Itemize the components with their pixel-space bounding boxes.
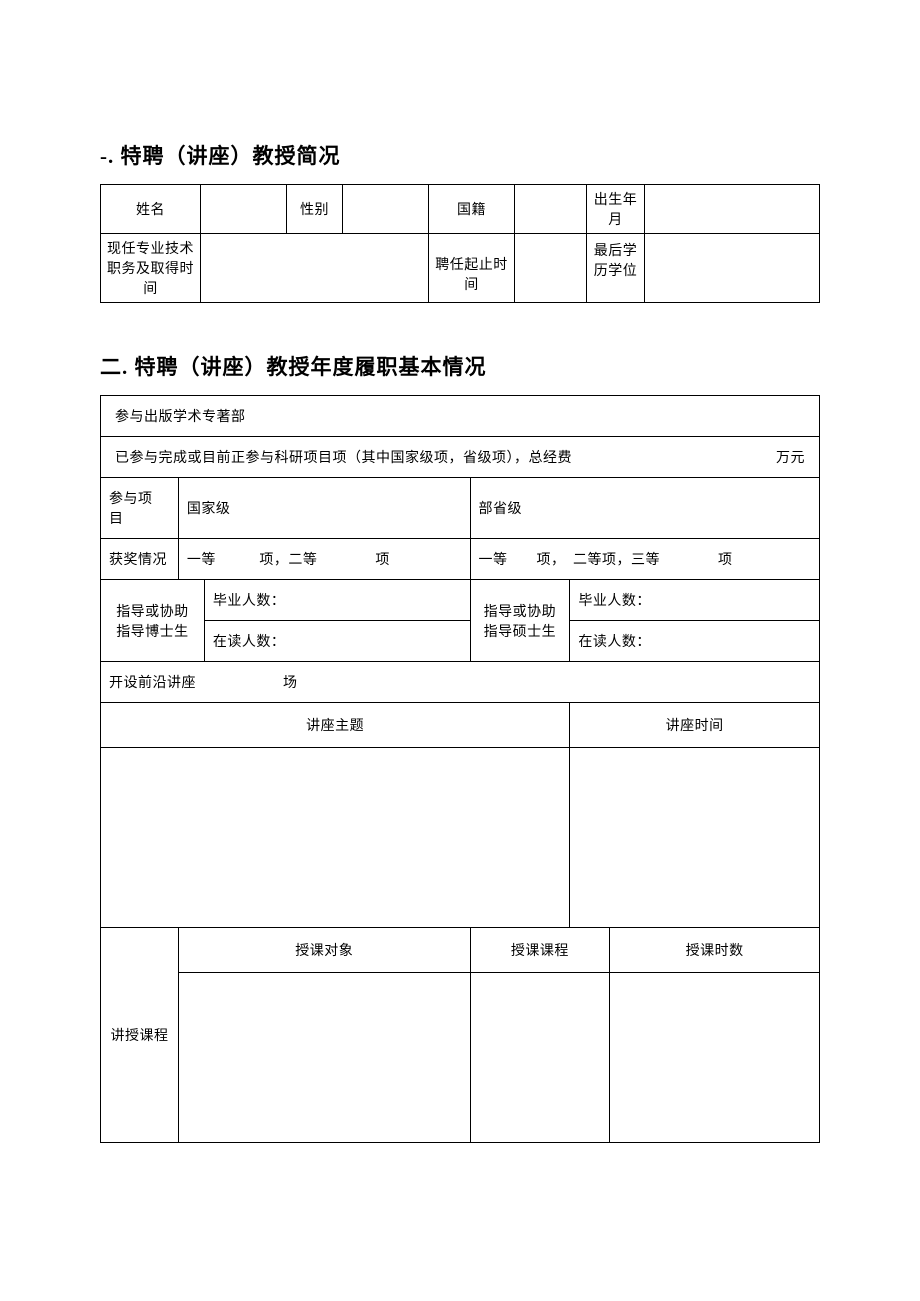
teach-target-body [178, 973, 470, 1143]
lecture-time-body [570, 748, 820, 928]
label-appoint-period: 聘任起止时间 [429, 234, 515, 303]
section2-title: 二. 特聘（讲座）教授年度履职基本情况 [100, 351, 820, 381]
hdr-teach-course-name: 授课课程 [470, 928, 610, 973]
label-national-level: 国家级 [178, 478, 470, 539]
label-nationality: 国籍 [429, 185, 515, 234]
label-teach-course: 讲授课程 [101, 928, 179, 1143]
hdr-teach-target: 授课对象 [178, 928, 470, 973]
value-name [201, 185, 287, 234]
lecture-topic-body [101, 748, 570, 928]
label-gender: 性别 [287, 185, 343, 234]
value-nationality [515, 185, 587, 234]
hdr-teach-hours: 授课时数 [610, 928, 820, 973]
teach-hours-body [610, 973, 820, 1143]
label-ministerial-level: 部省级 [470, 478, 820, 539]
row-projects: 已参与完成或目前正参与科研项目项（其中国家级项，省级项），总经费 万元 [101, 437, 820, 478]
label-master-enroll-count: 在读人数： [570, 621, 820, 662]
label-phd-grad-count: 毕业人数： [204, 580, 470, 621]
label-guide-phd: 指导或协助指导博士生 [101, 580, 205, 662]
value-current-title [201, 234, 429, 303]
value-ministerial-awards: 一等 项， 二等项，三等 项 [470, 539, 820, 580]
profile-table: 姓名 性别 国籍 出生年月 现任专业技术职务及取得时间 聘任起止时间 最后学历学… [100, 184, 820, 303]
value-final-degree [645, 234, 820, 303]
label-name: 姓名 [101, 185, 201, 234]
label-master-grad-count: 毕业人数： [570, 580, 820, 621]
label-birth: 出生年月 [587, 185, 645, 234]
value-appoint-period [515, 234, 587, 303]
value-gender [343, 185, 429, 234]
value-birth [645, 185, 820, 234]
row-publication: 参与出版学术专著部 [101, 396, 820, 437]
label-current-title: 现任专业技术职务及取得时间 [101, 234, 201, 303]
section1-title: -. 特聘（讲座）教授简况 [100, 140, 820, 170]
label-phd-enroll-count: 在读人数： [204, 621, 470, 662]
label-final-degree: 最后学历学位 [587, 234, 645, 303]
label-guide-master: 指导或协助指导硕士生 [470, 580, 570, 662]
hdr-lecture-time: 讲座时间 [570, 703, 820, 748]
value-national-awards: 一等 项，二等 项 [178, 539, 470, 580]
label-award-status: 获奖情况 [101, 539, 179, 580]
projects-unit-text: 万元 [776, 447, 805, 467]
teach-course-body [470, 973, 610, 1143]
projects-prefix-text: 已参与完成或目前正参与科研项目项（其中国家级项，省级项），总经费 [115, 451, 572, 466]
hdr-lecture-topic: 讲座主题 [101, 703, 570, 748]
label-participate-project: 参与项 目 [101, 478, 179, 539]
row-lecture-open: 开设前沿讲座 场 [101, 662, 820, 703]
performance-table: 参与出版学术专著部 已参与完成或目前正参与科研项目项（其中国家级项，省级项），总… [100, 395, 820, 1143]
